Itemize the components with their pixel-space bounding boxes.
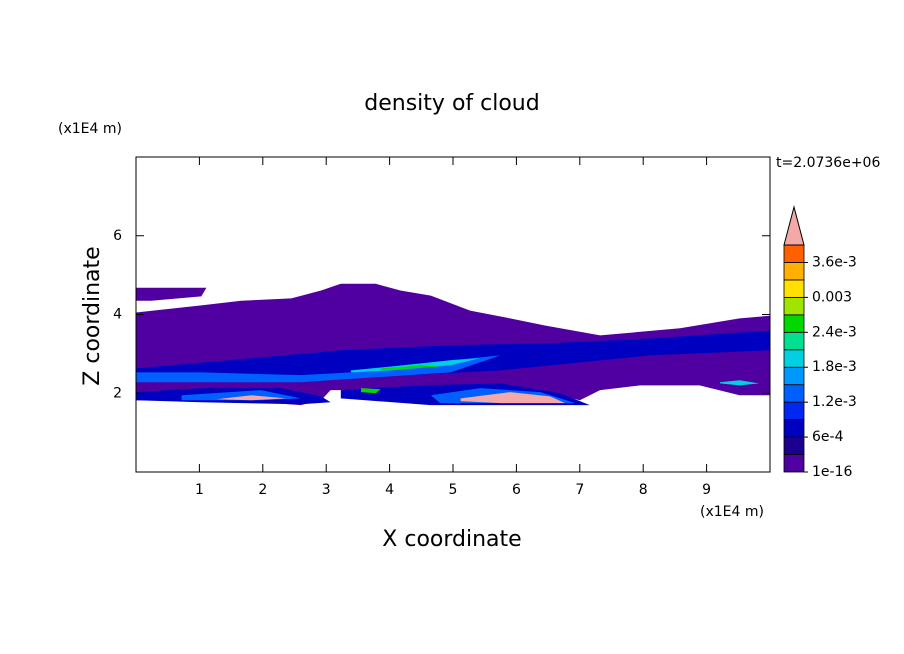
contour-region [380, 365, 441, 371]
x-tick-label: 2 [258, 482, 267, 498]
x-tick-label: 8 [639, 482, 648, 498]
colorbar-band [783, 331, 805, 351]
contour-region [136, 287, 207, 301]
chart-title: density of cloud [364, 91, 539, 116]
colorbar-label: 2.4e-3 [812, 324, 857, 340]
colorbar-band [783, 454, 805, 473]
colorbar-label: 6e-4 [812, 429, 844, 445]
colorbar-band [783, 366, 805, 386]
colorbar-label: 1.2e-3 [812, 394, 857, 410]
colorbar-label: 1e-16 [812, 464, 852, 480]
colorbar-band [783, 349, 805, 368]
colorbar-extension [783, 205, 805, 246]
x-tick-label: 3 [322, 482, 331, 498]
y-axis-title: Z coordinate [80, 246, 105, 385]
colorbar-band [783, 314, 805, 333]
contour-region [361, 388, 381, 394]
x-tick-label: 1 [195, 482, 204, 498]
colorbar-band [783, 401, 805, 421]
y-tick-label: 4 [113, 307, 122, 323]
time-label: t=2.0736e+06 [776, 155, 880, 171]
x-unit: (x1E4 m) [700, 504, 764, 520]
colorbar-band [783, 262, 805, 281]
y-tick-label: 2 [113, 385, 122, 401]
colorbar-band [783, 419, 805, 438]
colorbar-label: 0.003 [812, 289, 852, 305]
x-tick-label: 9 [702, 482, 711, 498]
contour-region [136, 355, 501, 383]
colorbar-band [783, 296, 805, 316]
colorbar-label: 1.8e-3 [812, 359, 857, 375]
colorbar-band [783, 279, 805, 298]
colorbar-label: 3.6e-3 [812, 254, 857, 270]
x-tick-label: 5 [449, 482, 458, 498]
contour-region [719, 380, 760, 386]
contour-region [216, 395, 287, 401]
y-unit: (x1E4 m) [58, 121, 122, 137]
y-tick-label: 6 [113, 228, 122, 244]
contour-region [460, 392, 566, 404]
contour-region [136, 330, 770, 381]
colorbar-band [783, 436, 805, 455]
colorbar-band [783, 244, 805, 263]
x-tick-label: 7 [575, 482, 584, 498]
x-tick-label: 6 [512, 482, 521, 498]
colorbar-band [783, 384, 805, 403]
x-tick-label: 4 [385, 482, 394, 498]
x-axis-title: X coordinate [382, 527, 521, 552]
